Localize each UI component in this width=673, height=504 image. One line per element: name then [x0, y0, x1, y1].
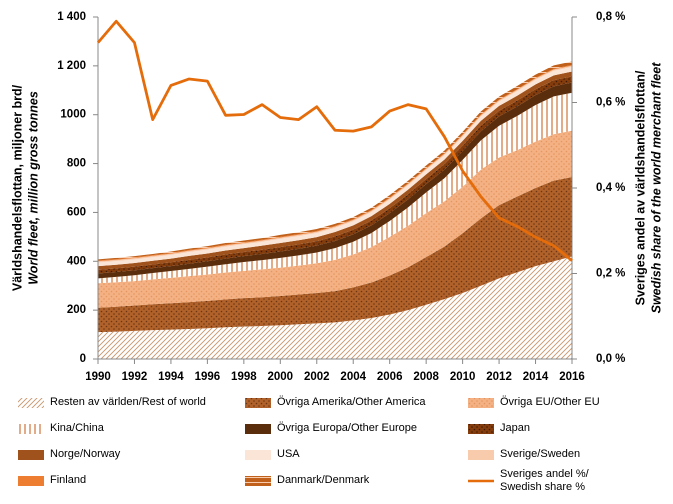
- legend-swatch: [18, 449, 44, 460]
- y2-tick-label: 0,4 %: [596, 182, 625, 194]
- area: [98, 130, 572, 308]
- x-tick-label: 1994: [158, 371, 184, 383]
- x-tick-label: 2010: [450, 371, 476, 383]
- y-tick-label: 1 200: [57, 60, 86, 72]
- share-line: [96, 19, 573, 262]
- x-tick-label: 1998: [231, 371, 257, 383]
- legend-item: Japan: [468, 422, 530, 435]
- y2-axis-title: Sveriges andel av världshandelsflottan/: [633, 70, 647, 305]
- legend-label: Finland: [50, 474, 87, 486]
- legend-item: Sveriges andel %/ Swedish share %: [468, 468, 610, 494]
- legend-swatch: [468, 449, 494, 460]
- y-tick-label: 200: [67, 304, 86, 316]
- chart: Världshandelsflottan, miljoner brd/ Worl…: [10, 11, 663, 383]
- legend-label: Övriga Europa/Other Europe: [277, 422, 418, 434]
- x-tick-label: 2012: [486, 371, 512, 383]
- legend-swatch: [245, 449, 271, 460]
- y2-axis-title: Swedish share of the world merchant flee…: [649, 62, 663, 314]
- legend-swatch: [18, 423, 44, 434]
- legend-item: Resten av världen/Rest of world: [18, 396, 206, 409]
- legend-label: Övriga Amerika/Other America: [277, 396, 426, 408]
- legend-label: Norge/Norway: [50, 448, 121, 460]
- legend-label: Sveriges andel %/ Swedish share %: [500, 468, 589, 493]
- x-tick-label: 2016: [559, 371, 585, 383]
- legend-item: Norge/Norway: [18, 448, 120, 461]
- area: [98, 256, 572, 359]
- legend-item: USA: [245, 448, 300, 461]
- area: [98, 92, 572, 284]
- legend-label: Kina/China: [50, 422, 104, 434]
- y2-tick-label: 0,8 %: [596, 11, 625, 23]
- x-tick-label: 1996: [195, 371, 221, 383]
- legend-swatch: [245, 397, 271, 408]
- legend-item: Övriga Amerika/Other America: [245, 396, 426, 409]
- y2-tick-label: 0,2 %: [596, 268, 625, 280]
- legend-item: Sverige/Sweden: [468, 448, 580, 461]
- area: [98, 82, 572, 279]
- y-tick-label: 800: [67, 158, 86, 170]
- x-tick-label: 2000: [268, 371, 294, 383]
- y2-tick-label: 0,0 %: [596, 353, 625, 365]
- legend-swatch: [468, 397, 494, 408]
- legend-item: Danmark/Denmark: [245, 474, 369, 487]
- legend-item: Övriga EU/Other EU: [468, 396, 600, 409]
- legend-item: Finland: [18, 474, 86, 487]
- y-axis-title: World fleet, million gross tonnes: [26, 91, 40, 285]
- legend-swatch: [18, 397, 44, 408]
- x-tick-label: 1990: [85, 371, 111, 383]
- x-tick-label: 2002: [304, 371, 330, 383]
- y-tick-label: 1000: [60, 109, 86, 121]
- legend-swatch: [468, 423, 494, 434]
- legend-label: Sverige/Sweden: [500, 448, 581, 460]
- y-tick-label: 600: [67, 206, 86, 218]
- legend-swatch: [18, 475, 44, 486]
- x-tick-label: 2004: [340, 371, 366, 383]
- x-tick-label: 1992: [122, 371, 148, 383]
- legend-label: Övriga EU/Other EU: [500, 396, 600, 408]
- legend-item: Övriga Europa/Other Europe: [245, 422, 417, 435]
- y-tick-label: 1 400: [57, 11, 86, 23]
- y-tick-label: 400: [67, 255, 86, 267]
- area: [98, 66, 572, 267]
- area: [98, 76, 572, 274]
- legend-label: Resten av världen/Rest of world: [50, 396, 206, 408]
- x-tick-label: 2006: [377, 371, 403, 383]
- legend-swatch: [468, 479, 494, 483]
- x-tick-label: 2014: [523, 371, 549, 383]
- x-tick-label: 2008: [413, 371, 439, 383]
- area: [98, 71, 572, 270]
- legend-swatch: [245, 475, 271, 486]
- legend-item: Kina/China: [18, 422, 104, 435]
- legend-swatch: [245, 423, 271, 434]
- y2-tick-label: 0,6 %: [596, 97, 625, 109]
- y-axis-title: Världshandelsflottan, miljoner brd/: [10, 84, 24, 291]
- legend-label: Japan: [500, 422, 530, 434]
- y-tick-label: 0: [80, 353, 86, 365]
- legend-label: USA: [277, 448, 300, 460]
- legend-label: Danmark/Denmark: [277, 474, 370, 486]
- area: [98, 177, 572, 333]
